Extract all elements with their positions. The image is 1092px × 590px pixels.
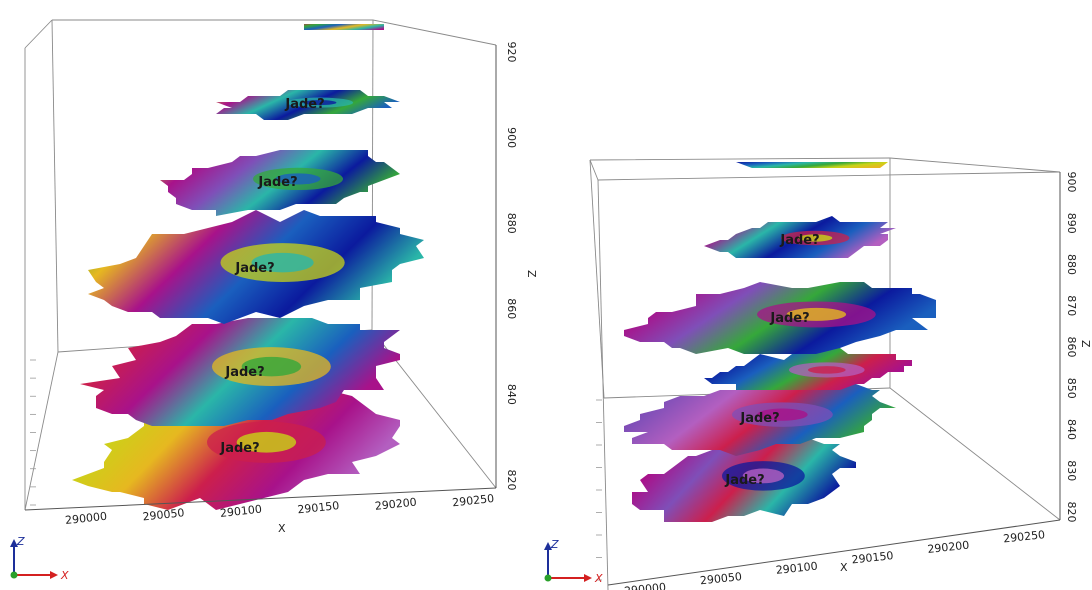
right-slice: Jade? [624,384,896,456]
left-z-tick-label: 820 [505,470,518,491]
right-slice [704,348,912,390]
left-orient-x-arrow [50,571,58,579]
right-slice: Jade? [704,216,896,258]
left-z-tick-label: 840 [505,384,518,405]
left-z-tick-label: 900 [505,127,518,148]
right-slice [736,162,904,168]
right-z-tick-label: 820 [1065,502,1078,523]
left-slices: Jade? Jade? Jade? Jade? Jade? [72,24,424,510]
left-annotation: Jade? [224,365,264,380]
left-annotation: Jade? [219,441,259,456]
left-orient-z-label: Z [16,535,25,548]
left-slice: Jade? [216,90,400,120]
right-slice-contour-core [786,307,847,321]
right-slice: Jade? [624,282,936,354]
left-annotation: Jade? [257,175,297,190]
left-z-tick-label: 920 [505,42,518,63]
right-slice: Jade? [632,438,856,522]
right-orientation-widget: ZX [544,538,603,585]
right-z-tick-label: 900 [1065,172,1078,193]
left-x-tick-label: 290250 [452,492,495,509]
left-slice-contour-core [303,100,337,106]
right-x-axis: 290000 290050 290100 290150 290200 290250 [624,528,1046,590]
left-annotation: Jade? [284,97,324,112]
right-z-tick-label: 860 [1065,337,1078,358]
right-slice-contour-core [742,468,785,484]
right-orient-z-label: Z [550,538,559,551]
left-slice [296,24,400,30]
left-slice-contour-core [275,173,321,185]
right-z-tick-label: 880 [1065,254,1078,275]
left-slice-contour-core [251,252,314,273]
right-orient-z-arrow [544,542,552,550]
right-x-tick-label: 290250 [1003,528,1046,545]
right-annotation: Jade? [769,311,809,326]
left-orient-origin [10,571,18,579]
left-panel: Jade?Jade?Jade?Jade?Jade? 290000 290050 29… [10,19,538,582]
right-z-tick-label: 840 [1065,419,1078,440]
right-slice-contour-core [798,234,833,242]
right-z-tick-label: 850 [1065,378,1078,399]
left-z-tick-label: 880 [505,213,518,234]
left-orient-z-arrow [10,539,18,547]
right-annotation: Jade? [739,411,779,426]
right-x-tick-label: 290200 [927,539,970,556]
left-slice: Jade? [88,210,424,324]
right-z-tick-label: 870 [1065,295,1078,316]
right-annotation: Jade? [724,473,764,488]
left-x-axis-title: X [278,522,286,535]
left-orient-x-label: X [60,569,69,582]
right-z-axis: 820 830 840 850 860 870 880 890 900 [1065,172,1078,523]
left-y-axis-faint [30,359,36,506]
right-y-axis-faint [596,399,602,581]
right-x-axis-title: X [840,561,848,574]
left-slice-contour-core [241,356,302,377]
right-orient-x-arrow [584,574,592,582]
right-panel: Jade?Jade?Jade?Jade? 2900002900502901002… [544,157,1092,590]
left-slice: Jade? [80,318,400,426]
left-x-tick-label: 290150 [297,499,340,516]
right-slice-contour-core [807,366,846,374]
left-slice: Jade? [160,150,400,216]
left-annotation: Jade? [234,261,274,276]
left-slice-surface [296,24,400,30]
right-orient-origin [544,574,552,582]
left-bounding-box-front [24,45,497,511]
right-bounding-box-front [607,172,1061,586]
right-slices: Jade? Jade? Jade? Jade? [624,162,936,522]
left-slice-contour-core [236,431,297,453]
left-x-tick-label: 290000 [65,510,108,527]
right-x-tick-label: 290150 [851,549,894,566]
right-x-tick-label: 290100 [775,560,818,577]
left-z-axis-title: Z [525,270,538,278]
right-z-tick-label: 830 [1065,460,1078,481]
right-z-axis-title: Z [1079,340,1092,348]
right-slice-contour-core [757,408,808,421]
left-x-tick-label: 290100 [219,503,262,520]
left-x-tick-label: 290200 [374,496,417,513]
right-annotation: Jade? [779,233,819,248]
left-z-tick-label: 860 [505,298,518,319]
left-z-axis: 820 840 860 880 900 920 [505,42,518,491]
right-slice-surface [736,162,904,168]
right-orient-x-label: X [594,572,603,585]
left-x-tick-label: 290050 [142,506,185,523]
right-x-tick-label: 290000 [624,581,667,590]
left-x-axis: 290000 290050 290100 290150 290200 290250 [65,492,495,527]
right-z-tick-label: 890 [1065,213,1078,234]
left-orientation-widget: ZX [10,535,69,582]
right-x-tick-label: 290050 [699,570,742,587]
